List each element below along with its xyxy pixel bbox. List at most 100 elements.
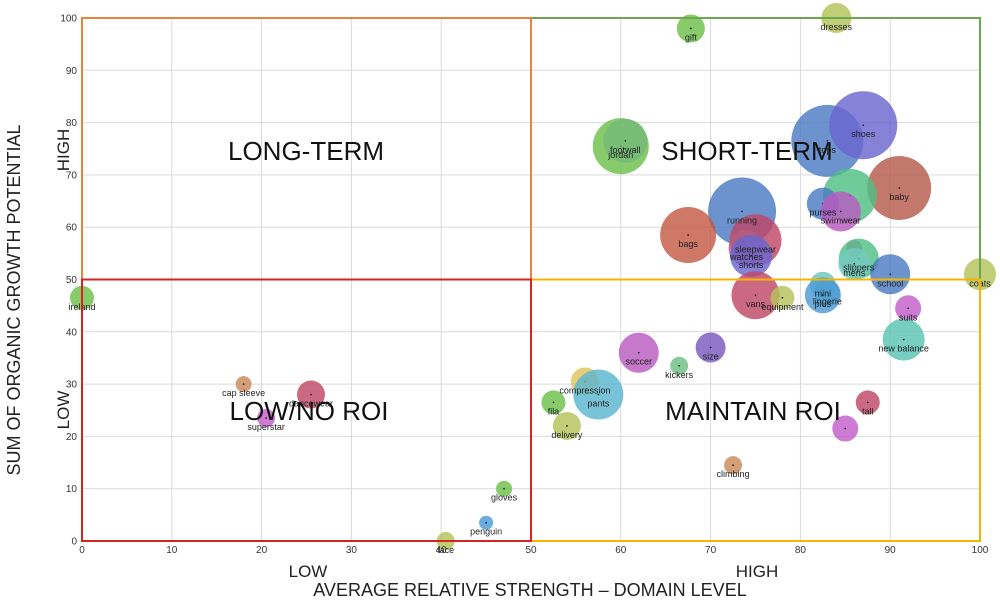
bubble-label: vans [746, 299, 766, 309]
y-axis-low-label: LOW [54, 391, 73, 430]
bubble-center-dot [566, 425, 568, 427]
bubble-center-dot [637, 351, 640, 354]
bubble-center-dot [485, 521, 487, 524]
bubble-center-dot [754, 294, 757, 297]
y-tick-label: 80 [66, 118, 78, 129]
x-tick-label: 50 [525, 545, 537, 556]
quadrant-label-long-term: LONG-TERM [228, 136, 384, 166]
x-tick-label: 60 [615, 545, 627, 556]
bubble-label: plus [815, 299, 832, 309]
quadrant-label-low-no-roi: LOW/NO ROI [230, 396, 389, 426]
y-tick-label: 30 [66, 380, 78, 391]
bubble-label: size [703, 351, 719, 361]
x-tick-label: 80 [795, 545, 807, 556]
bubble-label: running [727, 216, 757, 226]
bubble-label: bags [678, 239, 698, 249]
x-axis-high-label: HIGH [736, 562, 779, 581]
bubble-label: sleepwear [735, 244, 776, 254]
y-tick-label: 20 [66, 432, 78, 443]
bubble-label: tall [862, 406, 874, 416]
bubble-label: gloves [491, 493, 518, 503]
bubble-label: face [437, 545, 454, 555]
x-tick-label: 100 [972, 545, 989, 556]
y-tick-label: 90 [66, 66, 78, 77]
bubble-label: equipment [761, 302, 804, 312]
bubble-center-dot [597, 393, 600, 396]
bubble-label: watches [729, 252, 764, 262]
bubble-center-dot [678, 364, 681, 367]
bubble-center-dot [310, 393, 312, 396]
bubble-label: suits [899, 312, 918, 322]
bubble-label: gift [685, 32, 698, 42]
bubble-center-dot [689, 27, 692, 30]
y-axis-high-label: HIGH [54, 129, 73, 172]
bubble-label: purses [809, 208, 837, 218]
bubble-label: shoes [851, 129, 876, 139]
bubble-center-dot [552, 401, 555, 404]
bubble-label: slippers [843, 263, 875, 273]
bubble-center-dot [826, 140, 829, 142]
x-axis-title: AVERAGE RELATIVE STRENGTH – DOMAIN LEVEL [313, 580, 746, 600]
bubble-label: superstar [247, 422, 285, 432]
bubble-center-dot [907, 307, 910, 310]
bubble-center-dot [503, 487, 505, 490]
bubble-label: footwall [610, 145, 641, 155]
y-tick-label: 0 [71, 537, 77, 548]
y-tick-label: 40 [66, 327, 78, 338]
quadrant-labels: LONG-TERM SHORT-TERM LOW/NO ROI MAINTAIN RO… [228, 136, 841, 426]
bubble-label: baby [889, 192, 909, 202]
bubble-label: dancewear [289, 399, 333, 409]
bubble-label: tops [819, 145, 837, 155]
bubble-center-dot [741, 210, 743, 213]
bubble-center-dot [898, 187, 901, 189]
bubble-center-dot [844, 427, 847, 430]
y-tick-label: 10 [66, 484, 78, 495]
bubble-center-dot [862, 124, 865, 127]
y-tick-label: 100 [60, 14, 77, 25]
bubble-center-dot [866, 401, 869, 404]
quadrant-border-low-no-roi [81, 278, 532, 542]
axis-ticks: 0 10 20 30 40 50 60 70 80 90 100 0 10 20 30 40 50 60 70 80 9… [60, 14, 988, 557]
bubble-center-dot [687, 234, 690, 236]
bubble-center-dot [781, 296, 784, 299]
bubble-label: pants [587, 399, 610, 409]
bubble-center-dot [821, 294, 824, 297]
bubble-label: fila [548, 406, 560, 416]
bubble-label: mini [815, 289, 832, 299]
x-tick-label: 30 [346, 545, 358, 556]
x-tick-label: 70 [705, 545, 717, 556]
bubble-label: mens [843, 268, 866, 278]
bubble-label: swimwear [821, 216, 861, 226]
bubble-label: lingerie [813, 297, 842, 307]
bubble-center-dot [839, 210, 842, 213]
x-tick-label: 40 [436, 545, 448, 556]
bubble-center-dot [624, 140, 627, 142]
x-tick-label: 20 [256, 545, 268, 556]
x-axis-low-label: LOW [289, 562, 328, 581]
y-tick-label: 70 [66, 170, 78, 181]
bubble-label: penguin [470, 527, 502, 537]
bubble-label: kickers [665, 370, 694, 380]
x-tick-label: 90 [885, 545, 897, 556]
bubble-label: soccer [626, 357, 653, 367]
y-tick-label: 60 [66, 223, 78, 234]
bubble-label: school [877, 278, 903, 288]
quadrant-borders [81, 17, 981, 542]
x-tick-label: 0 [79, 545, 85, 556]
bubble-label: climbing [717, 469, 750, 479]
bubble-center-dot [265, 417, 267, 419]
bubble-label: compression [559, 385, 610, 395]
bubble-center-dot [902, 338, 905, 341]
bubble-label: delivery [551, 430, 583, 440]
x-tick-label: 10 [166, 545, 178, 556]
quadrant-label-short-term: SHORT-TERM [661, 136, 832, 166]
bubble-label: new balance [878, 344, 929, 354]
quadrant-label-maintain-roi: MAINTAIN ROI [665, 396, 841, 426]
y-tick-label: 50 [66, 275, 78, 286]
bubble-center-dot [242, 383, 245, 385]
bubble-center-dot [709, 346, 712, 349]
bubble-label: shorts [739, 260, 764, 270]
bubble-center-dot [889, 273, 892, 276]
